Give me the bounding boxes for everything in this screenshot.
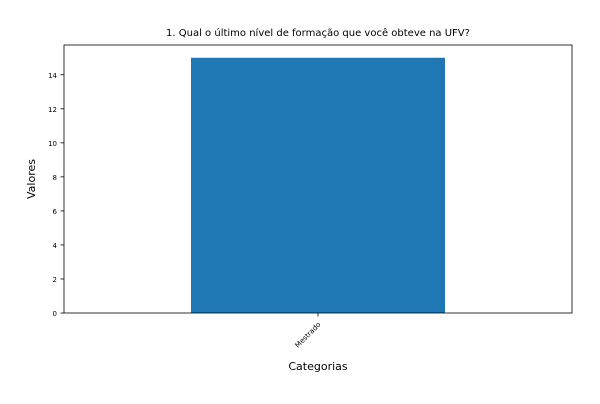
y-tick-label: 2	[53, 276, 57, 284]
y-axis: 0 2 4 6 8 10 12 14	[48, 72, 64, 318]
plot-frame	[63, 44, 573, 314]
bar-mestrado	[191, 57, 445, 314]
y-tick-label: 12	[48, 106, 57, 114]
x-tick-label: Mestrado	[294, 321, 323, 350]
y-tick-label: 10	[48, 140, 57, 148]
x-axis-label: Categorias	[288, 360, 348, 373]
y-tick-label: 14	[48, 72, 57, 80]
x-axis: Mestrado	[294, 313, 323, 350]
y-tick-label: 6	[53, 208, 58, 216]
bars-group	[191, 57, 445, 314]
y-tick-label: 0	[53, 310, 57, 318]
chart-title: 1. Qual o último nível de formação que v…	[166, 27, 470, 39]
y-tick-label: 8	[53, 174, 57, 182]
y-axis-label: Valores	[25, 159, 38, 199]
y-tick-label: 4	[53, 242, 58, 250]
